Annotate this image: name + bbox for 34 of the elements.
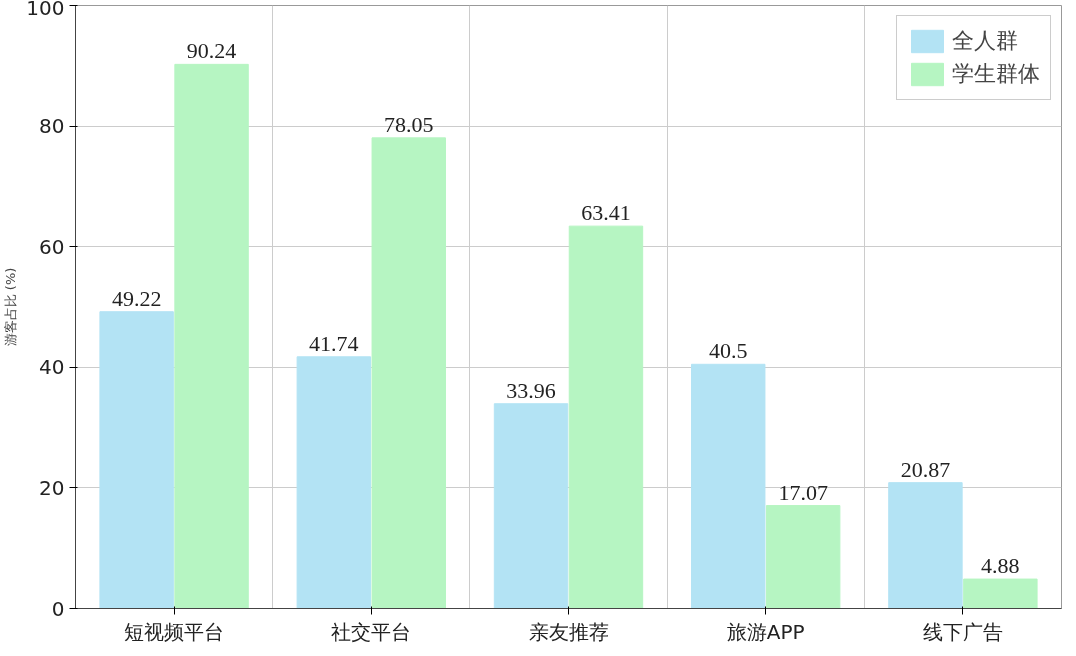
x-tick-label: 短视频平台 xyxy=(124,619,225,644)
bar xyxy=(296,356,372,609)
x-tick-label: 旅游APP xyxy=(726,619,805,644)
y-tick-label: 60 xyxy=(39,234,65,259)
y-tick-label: 100 xyxy=(26,0,65,20)
bar xyxy=(765,505,841,609)
x-tick-label: 亲友推荐 xyxy=(528,619,609,644)
y-tick-label: 80 xyxy=(39,114,65,139)
legend-label: 全人群 xyxy=(952,27,1018,55)
bar xyxy=(888,482,963,609)
bar xyxy=(493,403,569,609)
y-axis-title: 游客占比 (%) xyxy=(3,267,19,347)
y-tick-label: 20 xyxy=(39,475,65,500)
y-tick-label: 40 xyxy=(39,355,65,380)
legend-label: 学生群体 xyxy=(952,60,1040,88)
bar xyxy=(371,137,446,609)
data-label: 20.87 xyxy=(900,456,951,482)
data-label: 41.74 xyxy=(309,330,359,356)
data-label: 49.22 xyxy=(111,285,162,311)
bar xyxy=(174,63,249,609)
bar xyxy=(691,363,766,609)
data-label: 4.88 xyxy=(981,553,1020,579)
data-label: 90.24 xyxy=(186,38,237,64)
bar xyxy=(99,311,174,609)
x-tick-label: 社交平台 xyxy=(331,619,412,644)
data-label: 78.05 xyxy=(384,111,434,137)
x-tick-label: 线下广告 xyxy=(922,619,1003,644)
y-tick-label: 0 xyxy=(51,596,65,621)
data-label: 40.5 xyxy=(708,338,748,364)
data-label: 17.07 xyxy=(778,479,828,505)
bar xyxy=(963,578,1038,609)
data-label: 63.41 xyxy=(581,200,631,226)
bar xyxy=(568,225,644,609)
data-label: 33.96 xyxy=(506,377,556,403)
